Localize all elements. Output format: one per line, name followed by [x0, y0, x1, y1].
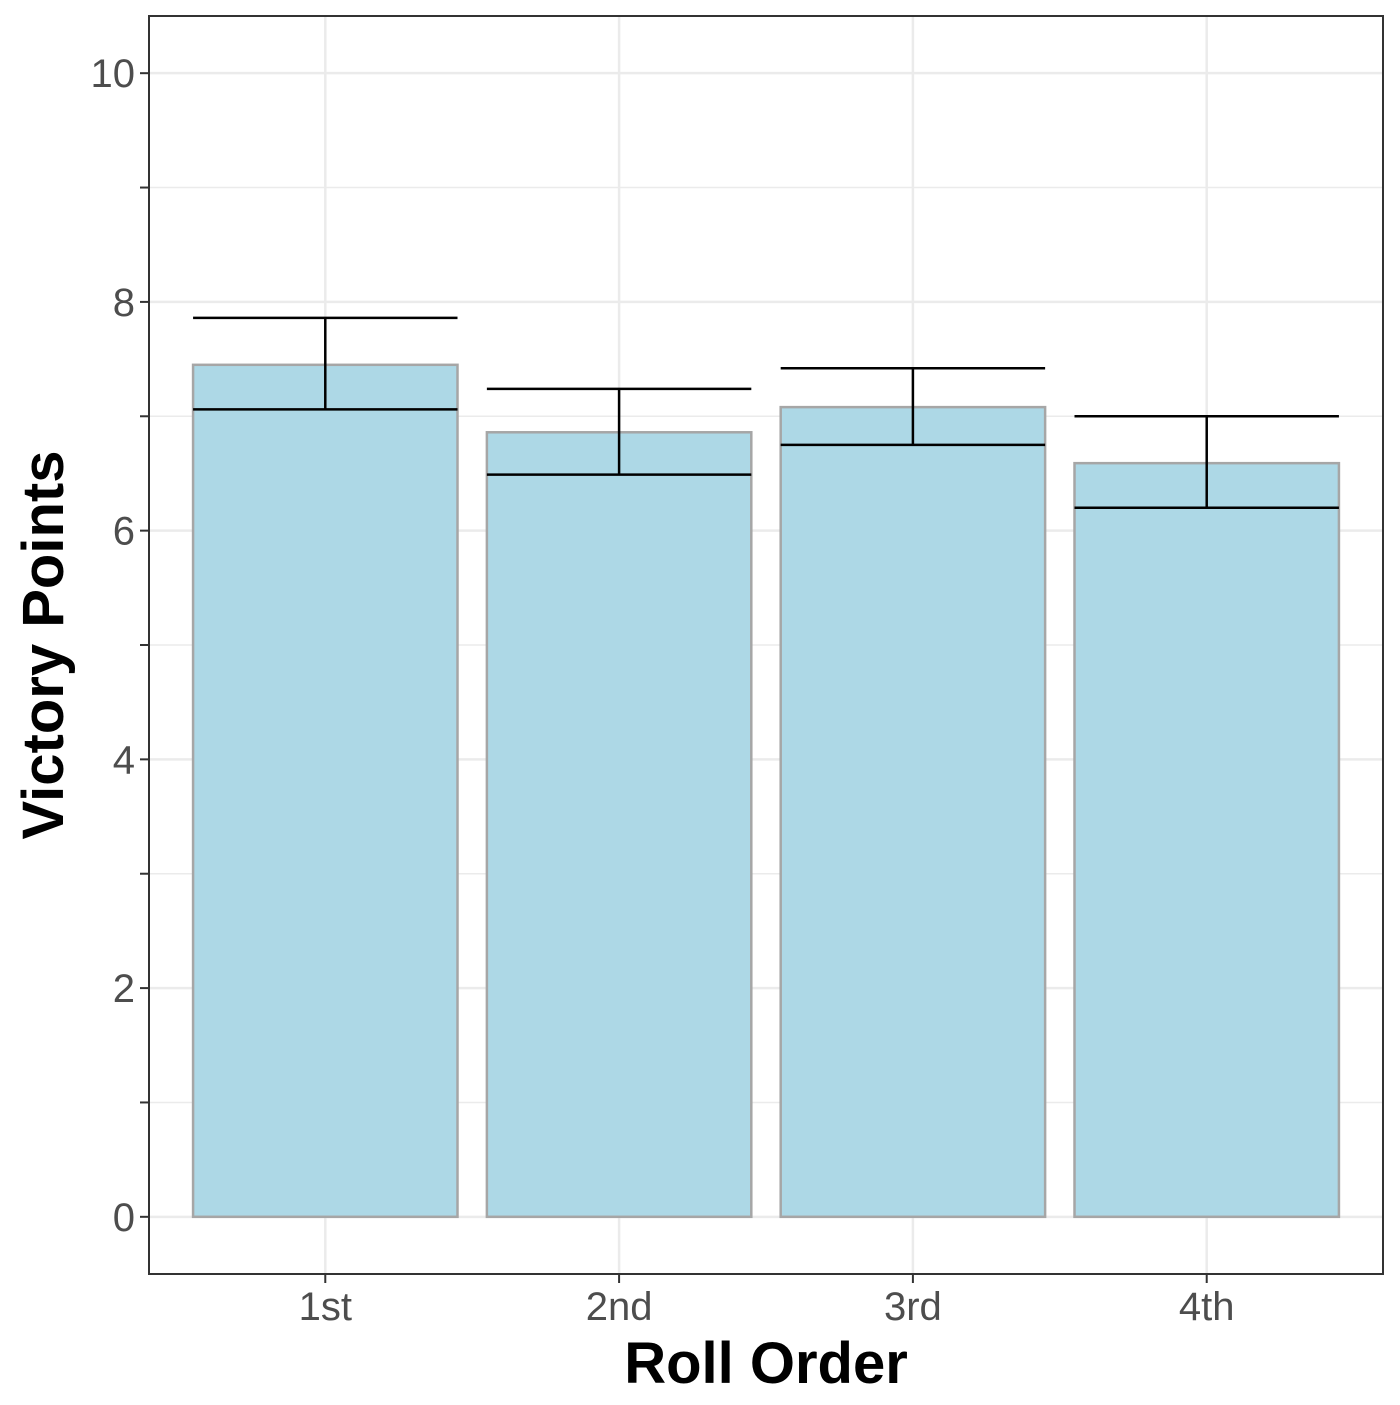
- error-bar-4th: [1074, 415, 1339, 510]
- error-bar-3rd: [780, 366, 1046, 447]
- error-bars: [193, 316, 1339, 510]
- axes: 0 2 4 6 8 10 1st 2nd 3rd 4th: [91, 52, 1235, 1329]
- error-bar-2nd: [486, 387, 752, 476]
- bars: [191, 363, 1341, 1219]
- y-axis-title: Victory Points: [11, 451, 76, 840]
- x-tick-label-1st: 1st: [299, 1285, 352, 1329]
- y-tick-label: 4: [113, 738, 135, 782]
- x-tick-label-4th: 4th: [1179, 1285, 1235, 1329]
- y-tick-label: 10: [91, 52, 136, 96]
- x-axis-title: Roll Order: [624, 1331, 908, 1396]
- bar-4th: [1073, 461, 1341, 1219]
- bar-3rd: [779, 405, 1047, 1219]
- y-tick-label: 2: [113, 967, 135, 1011]
- y-tick-label: 8: [113, 281, 135, 325]
- x-tick-label-3rd: 3rd: [884, 1285, 942, 1329]
- y-tick-label: 6: [113, 510, 135, 554]
- error-bar-1st: [193, 316, 458, 411]
- bar-2nd: [485, 431, 753, 1219]
- bar-1st: [191, 363, 459, 1219]
- y-tick-label: 0: [113, 1196, 135, 1240]
- x-tick-label-2nd: 2nd: [586, 1285, 653, 1329]
